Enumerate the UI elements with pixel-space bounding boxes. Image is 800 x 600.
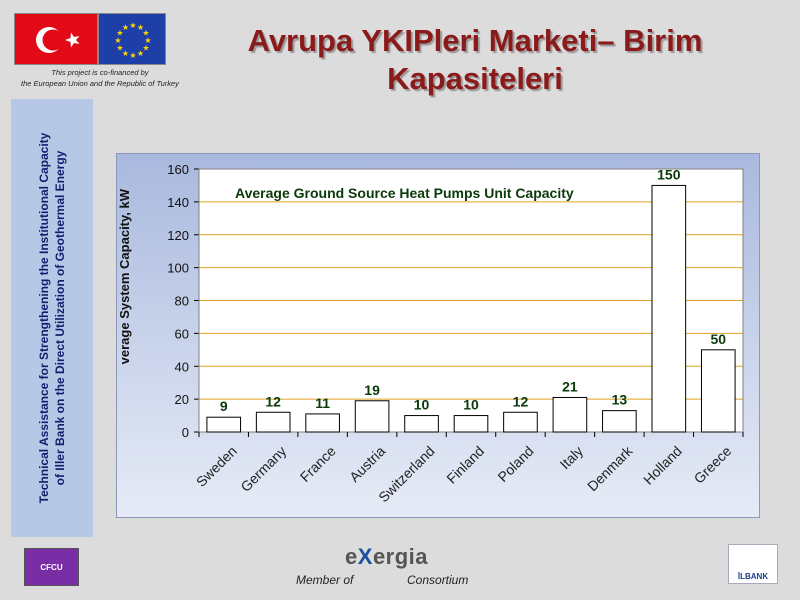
y-tick-label: 60 (175, 326, 189, 341)
eu-star-icon: ★ (144, 36, 151, 45)
bar (354, 400, 390, 433)
bar (503, 411, 538, 433)
bar (602, 410, 637, 433)
exergia-logo: eXergia (345, 544, 428, 570)
cofinance-line-1: This project is co-financed by (51, 68, 149, 77)
x-tick-label: Italy (557, 443, 586, 472)
bar (305, 413, 340, 433)
eu-star-icon: ★ (122, 23, 129, 32)
cofinance-note: This project is co-financed by the Europ… (0, 67, 200, 89)
y-tick-label: 160 (167, 162, 189, 177)
eu-star-icon: ★ (142, 29, 149, 38)
cofinance-line-2: the European Union and the Republic of T… (21, 79, 179, 88)
x-tick-label: Germany (237, 443, 289, 495)
eu-star-icon: ★ (137, 49, 144, 58)
y-axis-label: verage System Capacity, kW (117, 188, 132, 364)
data-label: 12 (513, 393, 529, 409)
eu-star-icon: ★ (116, 29, 123, 38)
y-tick-label: 120 (167, 228, 189, 243)
y-tick-label: 0 (182, 425, 189, 440)
x-tick-label: France (297, 443, 339, 485)
x-tick-label: Denmark (584, 442, 636, 494)
eu-star-icon: ★ (114, 36, 121, 45)
slide-title-line-1: Avrupa YKIPleri Marketi– Birim (247, 23, 703, 58)
cfcu-logo: CFCU (24, 548, 79, 586)
data-label: 11 (315, 395, 330, 411)
x-tick-label: Finland (443, 443, 487, 487)
exergia-logo-x: X (357, 544, 373, 569)
member-of-text: Member of (296, 573, 354, 587)
y-tick-label: 20 (175, 392, 189, 407)
y-tick-label: 80 (175, 294, 189, 309)
y-tick-label: 140 (167, 195, 189, 210)
eu-star-icon: ★ (129, 21, 136, 30)
exergia-logo-suffix: ergia (372, 544, 429, 569)
bar (453, 415, 489, 433)
eu-star-icon: ★ (116, 44, 123, 53)
bar (700, 349, 736, 433)
slide-title-line-2: Kapasiteleri (387, 61, 563, 96)
bar (404, 415, 439, 433)
ilbank-logo-label: İLBANK (737, 572, 769, 581)
data-label: 13 (612, 392, 628, 408)
data-label: 12 (265, 393, 281, 409)
data-label: 150 (657, 166, 681, 182)
bar-chart: 0 20 40 60 80 100 120 140 160 9 Sweden 12 Germany 11 F… (117, 162, 744, 505)
x-tick-label: Poland (494, 443, 536, 485)
ilbank-logo: İLBANK (728, 544, 778, 584)
x-tick-label: Sweden (193, 443, 240, 490)
turkey-flag-icon (14, 13, 98, 65)
bar (552, 396, 588, 433)
eu-star-icon: ★ (137, 23, 144, 32)
consortium-text: Consortium (407, 573, 469, 587)
slide-title: Avrupa YKIPleri Marketi– Birim Kapasitel… (200, 22, 750, 98)
eu-flag-icon: ★ ★ ★ ★ ★ ★ ★ ★ ★ ★ ★ ★ (98, 13, 166, 65)
eu-star-icon: ★ (122, 49, 129, 58)
data-label: 9 (220, 398, 228, 414)
y-tick-label: 40 (175, 359, 189, 374)
bar (255, 411, 291, 433)
data-label: 10 (463, 397, 479, 413)
x-tick-label: Holland (640, 443, 685, 488)
chart-area: 0 20 40 60 80 100 120 140 160 9 Sweden 12 Germany 11 F… (116, 153, 760, 518)
data-label: 50 (710, 331, 726, 347)
exergia-logo-prefix: e (345, 544, 358, 569)
data-label: 19 (364, 382, 380, 398)
bar (651, 184, 687, 433)
data-label: 10 (414, 397, 430, 413)
y-tick-label: 100 (167, 261, 189, 276)
sidebar-project-title: Technical Assistance for Strengthening t… (37, 132, 67, 504)
eu-star-icon: ★ (129, 51, 136, 60)
cfcu-logo-label: CFCU (40, 562, 63, 572)
x-tick-label: Greece (691, 443, 735, 487)
eu-star-icon: ★ (142, 44, 149, 53)
sidebar-panel (11, 99, 93, 537)
chart-title: Average Ground Source Heat Pumps Unit Ca… (235, 185, 574, 201)
data-label: 21 (562, 378, 578, 394)
bar (206, 416, 242, 433)
x-tick-label: Austria (346, 443, 388, 485)
